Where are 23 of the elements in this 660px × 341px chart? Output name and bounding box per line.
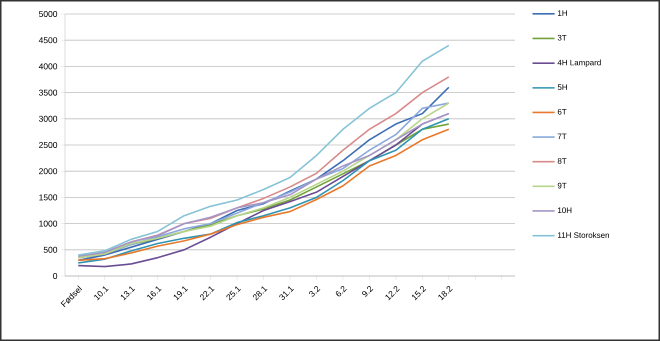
line-series [77, 44, 450, 256]
x-tick-label: 10.1 [94, 286, 109, 300]
x-tick-label: 13.1 [120, 286, 136, 300]
x-tick-label: 9.2 [362, 286, 374, 297]
y-tick-label: 500 [44, 246, 58, 253]
x-tick-label: 6.2 [336, 286, 347, 296]
x-tick-label: 19.1 [174, 286, 188, 300]
x-tick-label: 3.2 [309, 286, 320, 297]
x-tick-label: 22.1 [200, 286, 214, 301]
y-tick-label: 3500 [38, 90, 58, 96]
y-tick-label: 2000 [39, 168, 58, 174]
x-tick-label: 31.1 [279, 286, 294, 300]
y-tick-label: 1000 [39, 220, 58, 227]
y-tick-label: 5000 [38, 11, 58, 17]
x-tick-label: 16.1 [147, 286, 162, 300]
x-tick-label: 28.1 [252, 286, 268, 301]
y-tick-label: 1500 [39, 194, 58, 200]
y-tick-label: 2500 [39, 142, 58, 148]
y-tick-label: 4500 [38, 37, 58, 44]
x-tick-label: 25.1 [226, 286, 241, 301]
y-tick-label: 0 [53, 273, 58, 279]
y-tick-label: 4000 [38, 63, 58, 70]
y-tick-label: 3000 [38, 116, 58, 122]
